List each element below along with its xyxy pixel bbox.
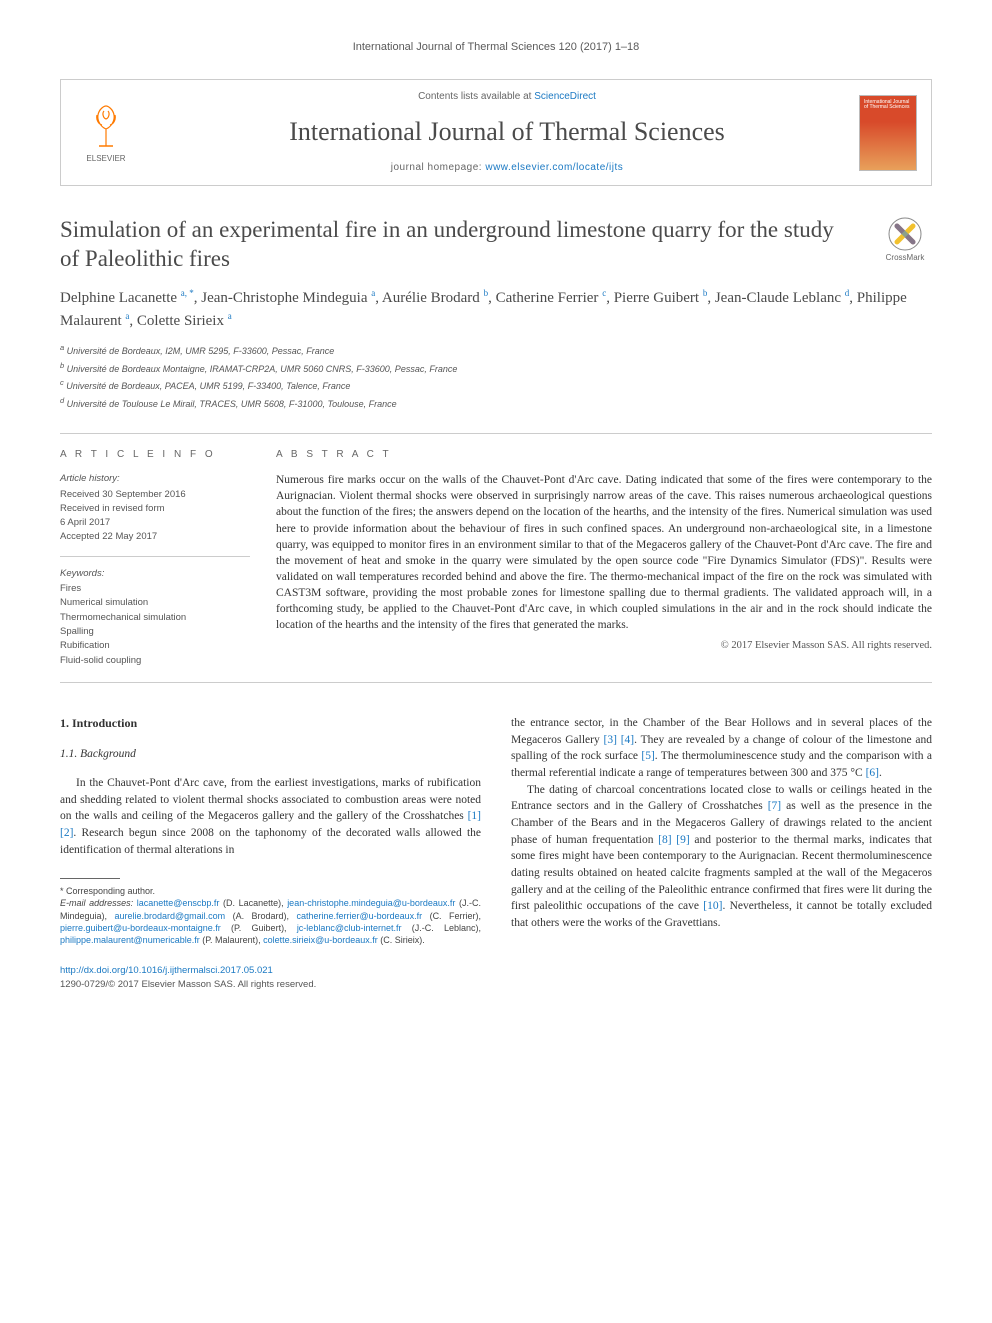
affiliation-item: a Université de Bordeaux, I2M, UMR 5295,…	[60, 342, 932, 359]
history-item: 6 April 2017	[60, 516, 250, 529]
citation-link[interactable]: [6]	[866, 767, 879, 779]
citation-link[interactable]: [8] [9]	[658, 834, 690, 846]
contents-prefix: Contents lists available at	[418, 91, 534, 102]
email-link[interactable]: jean-christophe.mindeguia@u-bordeaux.fr	[287, 898, 455, 908]
keyword-item: Spalling	[60, 625, 250, 638]
citation-link[interactable]: [7]	[768, 800, 781, 812]
masthead-center: Contents lists available at ScienceDirec…	[155, 90, 859, 174]
keyword-item: Thermomechanical simulation	[60, 611, 250, 624]
cover-title: International Journal of Thermal Science…	[864, 100, 912, 111]
email-link[interactable]: catherine.ferrier@u-bordeaux.fr	[296, 911, 422, 921]
affiliation-item: c Université de Bordeaux, PACEA, UMR 519…	[60, 377, 932, 394]
article-info-label: A R T I C L E I N F O	[60, 448, 250, 462]
email-link[interactable]: pierre.guibert@u-bordeaux-montaigne.fr	[60, 923, 221, 933]
article-info: A R T I C L E I N F O Article history: R…	[60, 448, 250, 668]
footnotes: * Corresponding author. E-mail addresses…	[60, 885, 481, 946]
elsevier-tree-icon	[81, 101, 131, 151]
info-abstract-block: A R T I C L E I N F O Article history: R…	[60, 433, 932, 683]
homepage-prefix: journal homepage:	[391, 162, 486, 173]
journal-name: International Journal of Thermal Science…	[155, 114, 859, 150]
email-link[interactable]: aurelie.brodard@gmail.com	[114, 911, 225, 921]
affiliation-item: b Université de Bordeaux Montaigne, IRAM…	[60, 360, 932, 377]
body-paragraph: The dating of charcoal concentrations lo…	[511, 782, 932, 932]
contents-line: Contents lists available at ScienceDirec…	[155, 90, 859, 104]
abstract-text: Numerous fire marks occur on the walls o…	[276, 472, 932, 633]
email-addresses: E-mail addresses: lacanette@enscbp.fr (D…	[60, 897, 481, 946]
doi-link[interactable]: http://dx.doi.org/10.1016/j.ijthermalsci…	[60, 965, 273, 976]
body-paragraph: the entrance sector, in the Chamber of t…	[511, 715, 932, 782]
publisher-name: ELSEVIER	[86, 153, 125, 164]
issn-copyright: 1290-0729/© 2017 Elsevier Masson SAS. Al…	[60, 978, 481, 992]
doi-block: http://dx.doi.org/10.1016/j.ijthermalsci…	[60, 964, 481, 992]
sciencedirect-link[interactable]: ScienceDirect	[534, 91, 596, 102]
homepage-link[interactable]: www.elsevier.com/locate/ijts	[485, 162, 623, 173]
crossmark-icon	[887, 216, 923, 252]
column-left: 1. Introduction 1.1. Background In the C…	[60, 715, 481, 992]
crossmark-label: CrossMark	[886, 252, 925, 263]
body-paragraph: In the Chauvet-Pont d'Arc cave, from the…	[60, 775, 481, 858]
abstract: A B S T R A C T Numerous fire marks occu…	[276, 448, 932, 668]
body-columns: 1. Introduction 1.1. Background In the C…	[60, 715, 932, 992]
section-1-1-heading: 1.1. Background	[60, 746, 481, 763]
keywords-label: Keywords:	[60, 567, 250, 580]
footnote-separator	[60, 878, 120, 879]
text-run: .	[879, 767, 882, 779]
citation-link[interactable]: [5]	[641, 750, 654, 762]
affiliation-item: d Université de Toulouse Le Mirail, TRAC…	[60, 395, 932, 412]
running-header: International Journal of Thermal Science…	[60, 40, 932, 55]
history-item: Accepted 22 May 2017	[60, 530, 250, 543]
homepage-line: journal homepage: www.elsevier.com/locat…	[155, 161, 859, 175]
citation-link[interactable]: [10]	[703, 900, 722, 912]
email-link[interactable]: philippe.malaurent@numericable.fr	[60, 935, 200, 945]
keyword-item: Fires	[60, 582, 250, 595]
section-1-heading: 1. Introduction	[60, 715, 481, 732]
abstract-label: A B S T R A C T	[276, 448, 932, 462]
text-run: In the Chauvet-Pont d'Arc cave, from the…	[60, 777, 481, 822]
corresponding-author-note: * Corresponding author.	[60, 885, 481, 897]
article-title: Simulation of an experimental fire in an…	[60, 216, 858, 274]
authors: Delphine Lacanette a, *, Jean-Christophe…	[60, 287, 932, 332]
column-right: the entrance sector, in the Chamber of t…	[511, 715, 932, 992]
crossmark-badge[interactable]: CrossMark	[878, 216, 932, 263]
affiliations: a Université de Bordeaux, I2M, UMR 5295,…	[60, 342, 932, 411]
keyword-item: Numerical simulation	[60, 596, 250, 609]
publisher-logo[interactable]: ELSEVIER	[75, 98, 137, 168]
email-link[interactable]: jc-leblanc@club-internet.fr	[297, 923, 402, 933]
keyword-item: Rubification	[60, 639, 250, 652]
title-row: Simulation of an experimental fire in an…	[60, 216, 932, 274]
history-label: Article history:	[60, 472, 250, 485]
journal-cover-thumb[interactable]: International Journal of Thermal Science…	[859, 95, 917, 171]
email-link[interactable]: colette.sirieix@u-bordeaux.fr	[263, 935, 378, 945]
abstract-copyright: © 2017 Elsevier Masson SAS. All rights r…	[276, 639, 932, 654]
history-item: Received 30 September 2016	[60, 488, 250, 501]
keywords-block: Keywords: FiresNumerical simulation Therm…	[60, 556, 250, 667]
citation-link[interactable]: [3] [4]	[604, 734, 635, 746]
history-item: Received in revised form	[60, 502, 250, 515]
masthead: ELSEVIER Contents lists available at Sci…	[60, 79, 932, 185]
text-run: . Research begun since 2008 on the tapho…	[60, 827, 481, 856]
email-link[interactable]: lacanette@enscbp.fr	[137, 898, 220, 908]
keyword-item: Fluid-solid coupling	[60, 654, 250, 667]
